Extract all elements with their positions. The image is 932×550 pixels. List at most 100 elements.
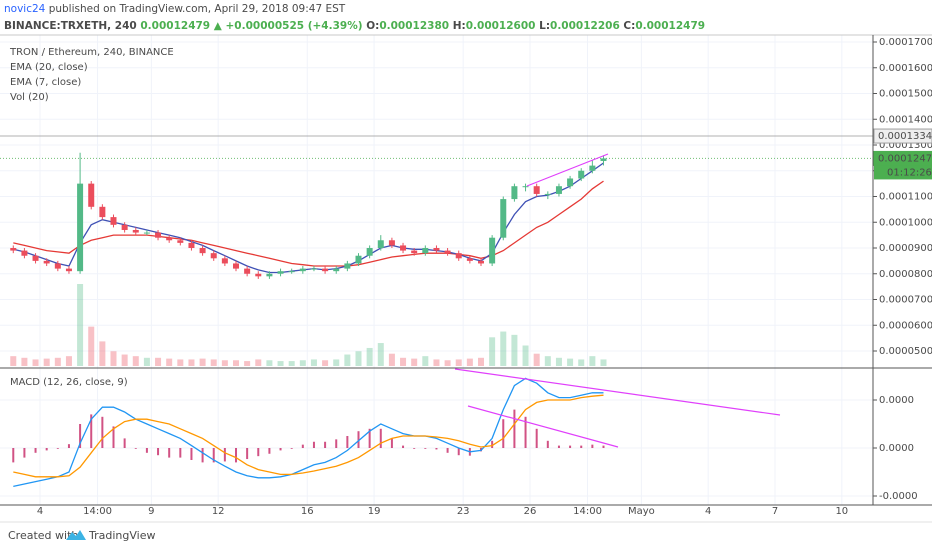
volume-bar [433, 359, 440, 366]
histogram-bar [546, 440, 549, 449]
trend-line[interactable] [454, 368, 781, 416]
volume-bar [478, 357, 485, 366]
c: 0.00012479 [635, 20, 705, 32]
histogram-bar [569, 445, 572, 449]
volume-bar [600, 359, 607, 366]
candle-body [411, 250, 418, 254]
h: 0.00012600 [466, 20, 536, 32]
volume-bar [221, 360, 228, 366]
candle-body [355, 255, 362, 264]
volume-bar [244, 361, 251, 366]
y-tick-label: 0.0000 [879, 443, 914, 454]
candle-body [210, 253, 217, 259]
histogram-bar [145, 448, 148, 453]
volume-bar [65, 356, 72, 366]
candle-body [166, 237, 173, 241]
trend-line[interactable] [467, 405, 619, 448]
published: published on TradingView.com, April 29, … [49, 3, 346, 15]
candle-body [478, 260, 485, 264]
candle-body [132, 229, 139, 233]
countdown-box [874, 165, 932, 180]
y-tick-label: 0.0000 [879, 395, 914, 406]
symbol-line: BINANCE:TRXETH, 240 0.00012479 ▲ +0.0000… [4, 20, 705, 32]
candle-body [589, 165, 596, 171]
volume-bar [322, 360, 329, 366]
candle-body [388, 240, 395, 246]
candle-body [65, 268, 72, 272]
candle-body [578, 170, 585, 179]
candle-body [188, 242, 195, 249]
volume-bar [567, 358, 574, 366]
candle-body [533, 186, 540, 194]
histogram-bar [290, 448, 293, 449]
footer-brand[interactable]: TradingView [88, 529, 155, 542]
volume-bar [333, 359, 340, 366]
volume-bar [177, 359, 184, 366]
x-tick-label: 7 [772, 506, 778, 517]
header: novic24 published on TradingView.com, Ap… [4, 3, 705, 32]
volume-bar [199, 358, 206, 366]
author[interactable]: novic24 [4, 3, 46, 15]
x-tick-label: 12 [212, 506, 225, 517]
volume-bar [366, 347, 373, 366]
legend-title: TRON / Ethereum, 240, BINANCE [9, 47, 174, 58]
histogram-bar [201, 448, 204, 463]
x-tick-label: 4 [37, 506, 43, 517]
candle-body [288, 271, 295, 273]
candle-body [77, 183, 84, 272]
histogram-bar [413, 448, 416, 449]
volume-bar [455, 359, 462, 366]
countdown: 01:12:26 [887, 167, 932, 178]
y-tick-label: -0.0000 [879, 491, 918, 502]
histogram-bar [123, 438, 126, 449]
histogram-bar [56, 448, 59, 449]
volume-bar [589, 356, 596, 366]
volume-bar [411, 358, 418, 366]
x-tick-label: 26 [524, 506, 537, 517]
candle-body [121, 224, 128, 230]
footer-text: Created with [8, 529, 78, 542]
candle-body [143, 232, 150, 234]
candle-body [32, 255, 39, 261]
volume-bar [255, 359, 262, 366]
volume-bar [400, 357, 407, 366]
candle-body [99, 206, 106, 218]
histogram-bar [602, 445, 605, 449]
volume-bar [54, 357, 61, 366]
candle-body [155, 232, 162, 238]
volume-bar [388, 353, 395, 366]
histogram-bar [402, 445, 405, 449]
o: 0.00012380 [379, 20, 449, 32]
volume-bar [555, 357, 562, 366]
x-tick-label: 4 [705, 506, 711, 517]
candle-body [43, 260, 50, 264]
candle-body [433, 248, 440, 251]
histogram-bar [513, 409, 516, 449]
candle-body [310, 268, 317, 270]
histogram-bar [535, 428, 538, 449]
candle-body [333, 268, 340, 272]
volume-bar [511, 334, 518, 366]
trend-line[interactable] [526, 153, 609, 187]
signal-line [13, 394, 604, 478]
c-label: C: [623, 20, 635, 32]
volume-bar [377, 343, 384, 366]
candle-body [10, 248, 17, 251]
symbol: BINANCE:TRXETH, 240 [4, 20, 137, 32]
candle-body [21, 250, 28, 256]
candle-body [444, 250, 451, 254]
x-tick-label: 14:00 [83, 506, 112, 517]
macd-title: MACD (12, 26, close, 9) [10, 377, 128, 388]
price-label-box [873, 128, 932, 144]
candle-body [344, 263, 351, 269]
change: ▲ +0.00000525 (+4.39%) [214, 20, 363, 32]
histogram-bar [279, 448, 282, 451]
histogram-bar [390, 438, 393, 449]
candle-body [277, 271, 284, 274]
